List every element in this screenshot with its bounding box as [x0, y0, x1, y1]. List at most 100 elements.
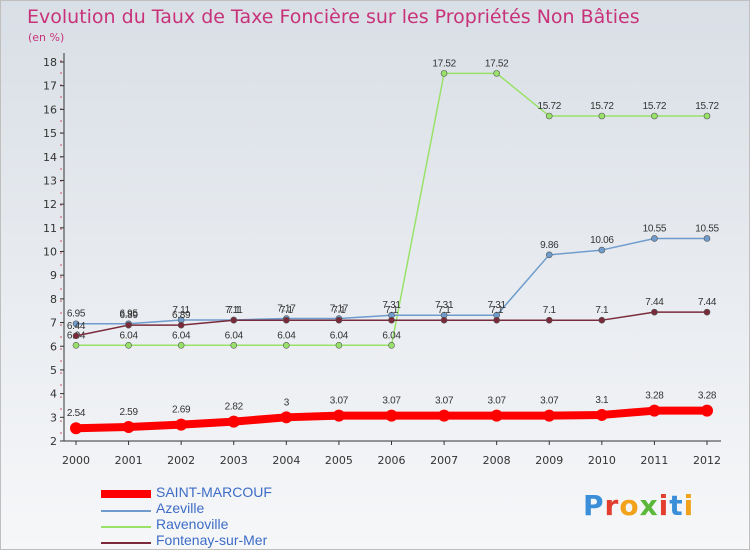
data-point-azeville: [72, 320, 80, 328]
x-tick-label: 2010: [588, 454, 616, 467]
y-axis-dot: [60, 216, 62, 218]
data-point-ravenoville: [440, 70, 448, 77]
y-axis-dot: [60, 324, 62, 326]
data-point-saint-marcouf: [701, 404, 713, 417]
data-point-ravenoville: [493, 70, 500, 77]
y-tick-label: 10: [43, 246, 57, 259]
data-label-azeville: 10.55: [695, 223, 719, 234]
data-label-fontenay-sur-mer: 7.1: [438, 305, 452, 316]
data-label-saint-marcouf: 2.82: [225, 402, 244, 413]
data-point-ravenoville: [177, 342, 185, 349]
data-label-saint-marcouf: 3.07: [540, 396, 559, 407]
data-point-ravenoville: [388, 342, 395, 349]
y-tick-label: 13: [43, 174, 57, 187]
data-point-saint-marcouf: [122, 421, 135, 434]
data-point-fontenay-sur-mer: [388, 316, 395, 324]
data-point-fontenay-sur-mer: [72, 332, 80, 340]
data-label-ravenoville: 15.72: [590, 101, 614, 112]
data-label-azeville: 7.31: [488, 300, 507, 311]
data-point-fontenay-sur-mer: [493, 316, 500, 324]
data-point-ravenoville: [335, 342, 343, 349]
data-label-azeville: 7.11: [172, 305, 190, 316]
data-point-ravenoville: [651, 112, 658, 120]
x-tick-label: 2002: [167, 454, 195, 467]
data-label-ravenoville: 17.52: [432, 58, 456, 69]
y-axis-dot: [60, 372, 62, 374]
y-axis-dot: [60, 144, 62, 146]
x-tick-label: 2006: [378, 454, 406, 467]
legend-item-ravenoville: Ravenoville: [101, 516, 321, 535]
y-axis-dot: [60, 288, 62, 290]
x-tick-label: 2008: [483, 454, 511, 467]
y-axis-dot: [60, 336, 62, 338]
y-axis-dot: [60, 72, 62, 74]
data-label-azeville: 9.86: [540, 240, 559, 251]
data-point-saint-marcouf: [648, 404, 661, 417]
logo-letter: i: [658, 489, 670, 522]
legend-label-ravenoville: Ravenoville: [156, 516, 229, 532]
data-point-fontenay-sur-mer: [177, 321, 185, 329]
data-point-azeville: [651, 235, 658, 242]
chart-title: Evolution du Taux de Taxe Foncière sur l…: [27, 6, 640, 28]
data-point-azeville: [598, 246, 606, 254]
legend-swatch-saint-marcouf: [101, 490, 151, 498]
y-tick-label: 6: [50, 340, 57, 353]
y-axis-dot: [60, 192, 62, 194]
y-tick-label: 12: [43, 198, 57, 211]
data-point-saint-marcouf: [175, 418, 188, 431]
data-point-saint-marcouf: [490, 409, 503, 422]
y-axis-dot: [60, 168, 62, 170]
data-point-ravenoville: [283, 342, 290, 349]
data-label-azeville: 7.31: [435, 300, 454, 311]
data-point-saint-marcouf: [280, 411, 293, 424]
y-tick-label: 18: [43, 56, 57, 69]
data-label-fontenay-sur-mer: 7.1: [280, 305, 294, 316]
data-label-saint-marcouf: 3.1: [595, 395, 609, 406]
y-axis-dot: [60, 120, 62, 122]
logo-letter: i: [683, 489, 695, 522]
y-axis-dot: [60, 348, 62, 350]
y-axis-dot: [60, 240, 62, 242]
data-point-ravenoville: [545, 112, 553, 120]
data-point-saint-marcouf: [385, 409, 398, 422]
data-point-ravenoville: [703, 112, 711, 120]
legend-swatch-azeville: [101, 510, 151, 512]
data-label-fontenay-sur-mer: 7.1: [595, 305, 609, 316]
data-point-fontenay-sur-mer: [440, 316, 448, 324]
y-axis-dot: [60, 432, 62, 434]
y-tick-label: 11: [43, 222, 57, 235]
data-label-saint-marcouf: 3.07: [435, 396, 454, 407]
logo-letter: x: [639, 489, 659, 522]
x-tick-label: 2012: [693, 454, 721, 467]
data-label-saint-marcouf: 2.54: [67, 408, 86, 419]
data-label-azeville: 7.17: [277, 304, 296, 315]
data-label-fontenay-sur-mer: 7.44: [645, 297, 664, 308]
data-label-ravenoville: 6.04: [277, 330, 296, 341]
y-axis-dot: [60, 312, 62, 314]
data-label-fontenay-sur-mer: 7.1: [385, 305, 399, 316]
data-point-saint-marcouf: [595, 408, 608, 421]
data-label-saint-marcouf: 2.69: [172, 405, 191, 416]
y-axis-dot: [60, 300, 62, 302]
legend-swatch-ravenoville: [101, 526, 151, 528]
data-point-fontenay-sur-mer: [651, 308, 658, 316]
data-point-saint-marcouf: [543, 409, 556, 422]
y-axis-dot: [60, 408, 62, 410]
data-point-azeville: [545, 251, 553, 259]
data-label-ravenoville: 6.04: [119, 330, 138, 341]
data-label-ravenoville: 17.52: [485, 58, 509, 69]
data-point-fontenay-sur-mer: [283, 316, 290, 324]
y-tick-label: 4: [50, 388, 57, 401]
y-tick-label: 5: [50, 364, 57, 377]
x-tick-label: 2011: [640, 454, 668, 467]
data-point-fontenay-sur-mer: [598, 316, 606, 324]
data-point-saint-marcouf: [70, 422, 82, 435]
data-point-ravenoville: [125, 342, 132, 349]
data-point-saint-marcouf: [227, 415, 240, 428]
y-axis-dot: [60, 264, 62, 266]
legend-label-azeville: Azeville: [156, 500, 205, 516]
data-label-azeville: 7.11: [225, 305, 243, 316]
y-tick-label: 16: [43, 103, 57, 116]
